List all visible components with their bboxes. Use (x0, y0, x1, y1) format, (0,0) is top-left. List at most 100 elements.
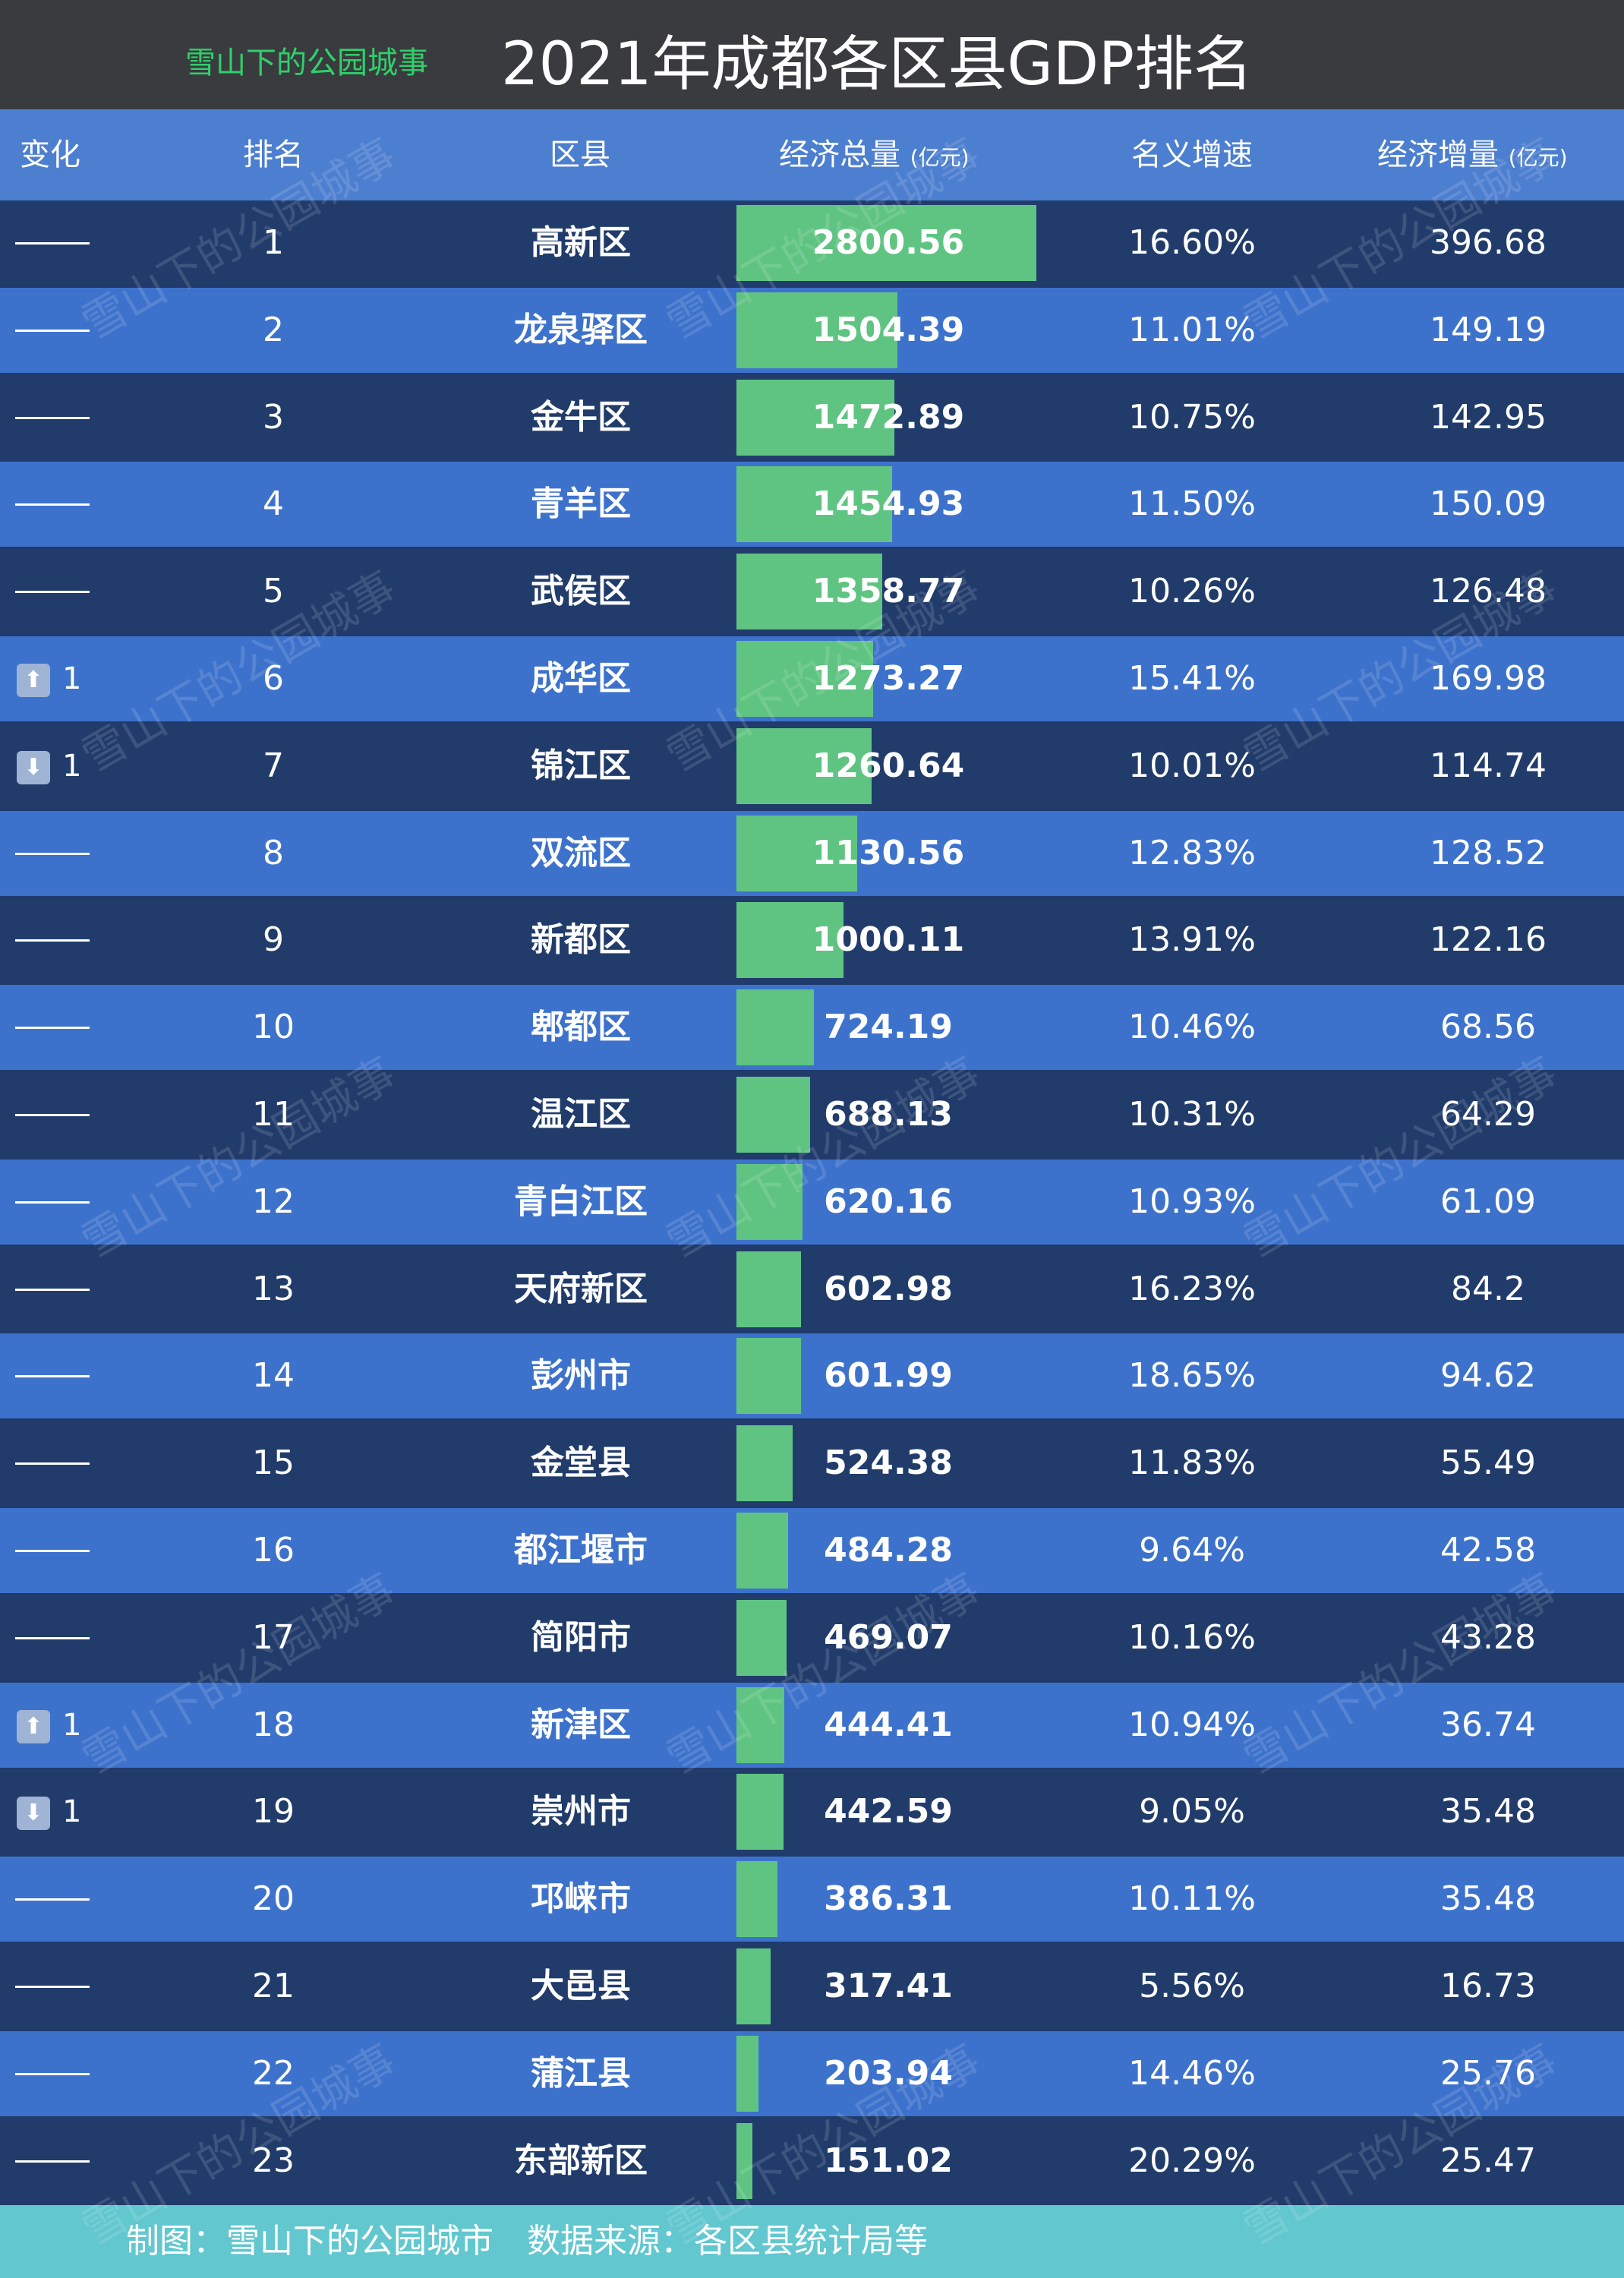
growth-value: 10.11% (1128, 1879, 1256, 1919)
rank-cell: 7 (263, 746, 284, 785)
header-increase-unit: (亿元) (1508, 145, 1568, 170)
district-name: 简阳市 (531, 1617, 631, 1657)
gdp-bar (736, 1251, 802, 1327)
change-indicator: ⬇ 1 (17, 724, 81, 809)
gdp-bar (736, 379, 894, 456)
district-name: 新都区 (531, 920, 631, 960)
district-name: 邛崃市 (531, 1879, 631, 1919)
rank-cell: 22 (252, 2053, 295, 2093)
district-name: 金堂县 (531, 1443, 631, 1483)
rank-cell: 21 (252, 1967, 295, 2005)
district-name: 都江堰市 (514, 1531, 648, 1570)
rank-cell: 10 (252, 1008, 295, 1047)
gdp-value: 444.41 (824, 1705, 953, 1744)
table-row: 3 金牛区 1472.89 10.75% 142.95 (0, 374, 1624, 460)
table-row: ⬇ 1 19 崇州市 442.59 9.05% 35.48 (0, 1769, 1624, 1855)
table-row: 5 武侯区 1358.77 10.26% 126.48 (0, 549, 1624, 635)
no-change-dash (15, 939, 90, 942)
table-row: ⬇ 1 7 锦江区 1260.64 10.01% 114.74 (0, 723, 1624, 809)
gdp-bar (736, 1686, 784, 1763)
rank-cell: 4 (263, 484, 284, 524)
increase-value: 36.74 (1440, 1705, 1536, 1744)
gdp-value: 484.28 (824, 1531, 953, 1570)
gdp-value: 386.31 (824, 1879, 953, 1919)
table-row: 8 双流区 1130.56 12.83% 128.52 (0, 810, 1624, 896)
table-row: 2 龙泉驿区 1504.39 11.01% 149.19 (0, 287, 1624, 373)
no-change-dash (15, 1898, 90, 1901)
district-name: 天府新区 (514, 1269, 648, 1308)
gdp-value: 1130.56 (812, 833, 965, 872)
table-row: 23 东部新区 151.02 20.29% 25.47 (0, 2118, 1624, 2204)
growth-value: 11.83% (1128, 1443, 1256, 1483)
district-name: 青羊区 (531, 484, 631, 524)
district-name: 高新区 (531, 223, 631, 262)
gdp-value: 602.98 (824, 1269, 953, 1308)
gdp-bar (736, 2035, 758, 2112)
gdp-bar (736, 1077, 811, 1153)
increase-value: 114.74 (1430, 746, 1547, 785)
growth-value: 10.31% (1128, 1095, 1256, 1134)
table-row: 17 简阳市 469.07 10.16% 43.28 (0, 1595, 1624, 1680)
district-name: 金牛区 (531, 397, 631, 437)
rank-cell: 3 (263, 397, 284, 437)
increase-value: 55.49 (1440, 1443, 1536, 1483)
rank-cell: 17 (252, 1617, 295, 1657)
rank-cell: 5 (263, 572, 284, 611)
increase-value: 149.19 (1430, 310, 1547, 349)
increase-value: 16.73 (1440, 1967, 1536, 2005)
rank-cell: 9 (263, 920, 284, 960)
table-row: 11 温江区 688.13 10.31% 64.29 (0, 1072, 1624, 1157)
gdp-bar (736, 815, 858, 891)
growth-value: 13.91% (1128, 920, 1256, 960)
no-change-dash (15, 2160, 90, 2163)
title-watermark: 雪山下的公园城事 (185, 46, 428, 80)
gdp-bar (736, 205, 1036, 281)
increase-value: 64.29 (1440, 1095, 1536, 1134)
increase-value: 150.09 (1430, 484, 1547, 524)
gdp-bar (736, 1163, 803, 1240)
gdp-bar (736, 2122, 753, 2199)
increase-value: 43.28 (1440, 1617, 1536, 1657)
increase-value: 35.48 (1440, 1792, 1536, 1832)
no-change-dash (15, 2072, 90, 2075)
change-indicator: ⬇ 1 (17, 1769, 81, 1854)
growth-value: 20.29% (1128, 2141, 1256, 2180)
increase-value: 169.98 (1430, 659, 1547, 698)
table-header: 变化 排名 区县 经济总量 (亿元) 名义增速 经济增量 (亿元) (0, 109, 1624, 200)
increase-value: 84.2 (1451, 1269, 1525, 1308)
gdp-bar (736, 554, 882, 630)
change-indicator: ⬆ 1 (17, 1683, 81, 1768)
rank-cell: 6 (263, 659, 284, 698)
down-arrow-icon: ⬇ (17, 1797, 50, 1831)
gdp-value: 524.38 (824, 1443, 953, 1483)
footer: 制图：雪山下的公园城市 数据来源：各区县统计局等 (0, 2205, 1624, 2278)
no-change-dash (15, 416, 90, 419)
table-row: 4 青羊区 1454.93 11.50% 150.09 (0, 462, 1624, 547)
gdp-bar (736, 641, 873, 717)
district-name: 成华区 (531, 659, 631, 698)
district-name: 东部新区 (514, 2141, 648, 2180)
header-gdp-label: 经济总量 (779, 137, 900, 172)
table-row: ⬆ 1 18 新津区 444.41 10.94% 36.74 (0, 1682, 1624, 1768)
header-increase: 经济增量 (亿元) (1377, 109, 1568, 200)
increase-value: 142.95 (1430, 397, 1547, 437)
increase-value: 25.76 (1440, 2053, 1536, 2093)
table-row: 14 彭州市 601.99 18.65% 94.62 (0, 1333, 1624, 1419)
increase-value: 396.68 (1430, 223, 1547, 262)
district-name: 双流区 (531, 833, 631, 872)
table-row: 21 大邑县 317.41 5.56% 16.73 (0, 1944, 1624, 2029)
rank-cell: 23 (252, 2141, 295, 2180)
gdp-value: 1472.89 (812, 397, 965, 437)
rank-cell: 11 (252, 1095, 295, 1134)
district-name: 崇州市 (531, 1792, 631, 1832)
header-gdp-unit: (亿元) (910, 145, 970, 170)
gdp-bar (736, 1774, 784, 1850)
gdp-bar (736, 1861, 778, 1938)
no-change-dash (15, 1201, 90, 1204)
rank-cell: 13 (252, 1269, 295, 1308)
table-row: 9 新都区 1000.11 13.91% 122.16 (0, 898, 1624, 983)
district-name: 温江区 (531, 1095, 631, 1134)
growth-value: 14.46% (1128, 2053, 1256, 2093)
gdp-value: 1504.39 (812, 310, 965, 349)
